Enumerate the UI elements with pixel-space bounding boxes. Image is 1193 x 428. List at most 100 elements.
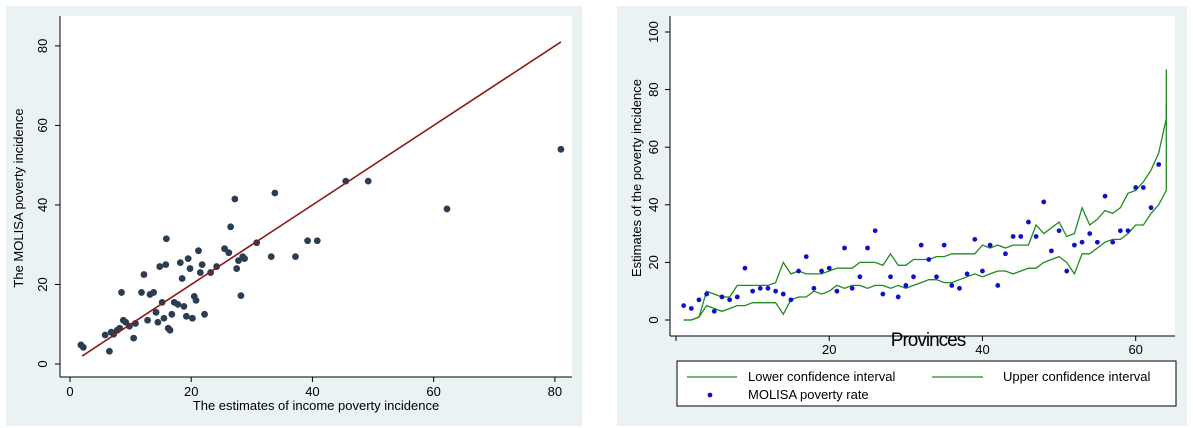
molisa-point bbox=[1125, 228, 1131, 234]
scatter-x-tick-label: 60 bbox=[426, 384, 440, 399]
molisa-point bbox=[796, 268, 801, 274]
scatter-point bbox=[198, 261, 206, 268]
molisa-point bbox=[964, 271, 970, 277]
molisa-point bbox=[788, 297, 794, 303]
scatter-point bbox=[156, 263, 164, 270]
molisa-point bbox=[1041, 199, 1047, 205]
molisa-point bbox=[872, 228, 878, 234]
molisa-point bbox=[803, 254, 809, 260]
scatter-point bbox=[443, 205, 451, 213]
scatter-point bbox=[267, 253, 275, 261]
molisa-point bbox=[1003, 251, 1008, 257]
molisa-point bbox=[742, 265, 748, 271]
molisa-point bbox=[711, 308, 717, 314]
legend-box bbox=[676, 360, 1177, 407]
molisa-point bbox=[995, 283, 1001, 288]
molisa-point bbox=[865, 245, 870, 251]
scatter-point bbox=[221, 245, 228, 253]
scatter-point bbox=[150, 289, 158, 296]
scatter-point bbox=[271, 189, 279, 197]
molisa-point bbox=[911, 274, 916, 280]
scatter-point bbox=[130, 334, 138, 342]
scatter-point bbox=[166, 326, 174, 334]
scatter-point bbox=[225, 249, 233, 257]
line-y-axis-label: Estimates of the poverty incidence bbox=[629, 79, 644, 277]
molisa-point bbox=[972, 236, 978, 242]
scatter-point bbox=[178, 275, 186, 282]
scatter-point bbox=[231, 195, 239, 203]
molisa-point bbox=[1072, 242, 1077, 248]
molisa-point bbox=[941, 242, 947, 248]
molisa-point bbox=[888, 274, 893, 280]
molisa-point bbox=[1087, 231, 1093, 237]
scatter-point bbox=[233, 265, 241, 272]
molisa-point bbox=[780, 291, 786, 297]
molisa-point bbox=[773, 288, 778, 294]
molisa-point bbox=[926, 257, 932, 262]
line-plot-area bbox=[670, 16, 1175, 336]
scatter-point bbox=[180, 302, 188, 310]
scatter-point bbox=[140, 271, 148, 278]
scatter-point bbox=[235, 257, 242, 265]
line-y-tick-label: 40 bbox=[646, 198, 661, 212]
molisa-point bbox=[757, 285, 763, 291]
line-marks bbox=[681, 69, 1167, 321]
molisa-point bbox=[1117, 228, 1123, 234]
molisa-point bbox=[980, 268, 985, 274]
molisa-point bbox=[765, 285, 771, 291]
molisa-point bbox=[826, 265, 832, 271]
scatter-x-tick-label: 80 bbox=[548, 384, 562, 399]
molisa-point bbox=[704, 291, 710, 297]
molisa-point bbox=[857, 274, 863, 280]
legend-upper-label: Upper confidence interval bbox=[1003, 369, 1151, 384]
molisa-point bbox=[834, 288, 840, 294]
molisa-point bbox=[895, 294, 901, 300]
line-x-axis-label: Provinces bbox=[891, 330, 966, 351]
molisa-point bbox=[1056, 228, 1062, 234]
molisa-point bbox=[934, 274, 939, 280]
scatter-point bbox=[160, 314, 168, 322]
molisa-point bbox=[819, 268, 824, 274]
scatter-y-axis-label: The MOLISA poverty incidence bbox=[11, 108, 26, 287]
scatter-point bbox=[241, 255, 248, 263]
scatter-x-tick-label: 20 bbox=[184, 384, 198, 399]
molisa-point bbox=[842, 245, 847, 251]
scatter-point bbox=[313, 237, 321, 245]
molisa-point bbox=[750, 288, 756, 294]
scatter-point bbox=[292, 253, 299, 261]
line-y-tick-label: 0 bbox=[646, 316, 661, 323]
scatter-point bbox=[144, 316, 151, 324]
molisa-point bbox=[1018, 234, 1024, 239]
line-axes: 20 40 60 0 20 40 60 80 100 bbox=[646, 16, 1175, 357]
scatter-x-tick-label: 40 bbox=[305, 384, 319, 399]
molisa-point bbox=[849, 285, 855, 291]
scatter-plot-area bbox=[60, 16, 572, 377]
scatter-axes: 0 20 40 60 80 0 20 40 60 80 bbox=[35, 16, 572, 399]
scatter-point bbox=[79, 343, 87, 351]
scatter-point bbox=[162, 261, 170, 268]
scatter-point bbox=[118, 289, 125, 296]
molisa-point bbox=[688, 306, 694, 311]
line-x-tick-label: 40 bbox=[975, 342, 989, 357]
scatter-point bbox=[152, 308, 160, 316]
scatter-point bbox=[364, 177, 372, 185]
molisa-point bbox=[1156, 162, 1162, 167]
scatter-point bbox=[168, 310, 176, 318]
scatter-point bbox=[195, 247, 202, 255]
molisa-point bbox=[949, 283, 955, 288]
molisa-point bbox=[681, 303, 687, 308]
molisa-point bbox=[727, 297, 733, 303]
scatter-point bbox=[154, 318, 162, 326]
scatter-point bbox=[557, 145, 565, 153]
scatter-point bbox=[227, 223, 235, 231]
scatter-point bbox=[189, 314, 196, 322]
scatter-marks bbox=[77, 41, 565, 357]
scatter-y-tick-label: 60 bbox=[35, 118, 50, 132]
line-y-tick-label: 100 bbox=[646, 21, 661, 43]
molisa-point bbox=[1133, 185, 1139, 190]
molisa-point bbox=[1026, 219, 1031, 225]
legend-molisa-label: MOLISA poverty rate bbox=[748, 387, 869, 402]
scatter-chart: 0 20 40 60 80 0 20 40 60 80 The estimates of inco… bbox=[6, 6, 582, 426]
molisa-point bbox=[987, 242, 993, 248]
